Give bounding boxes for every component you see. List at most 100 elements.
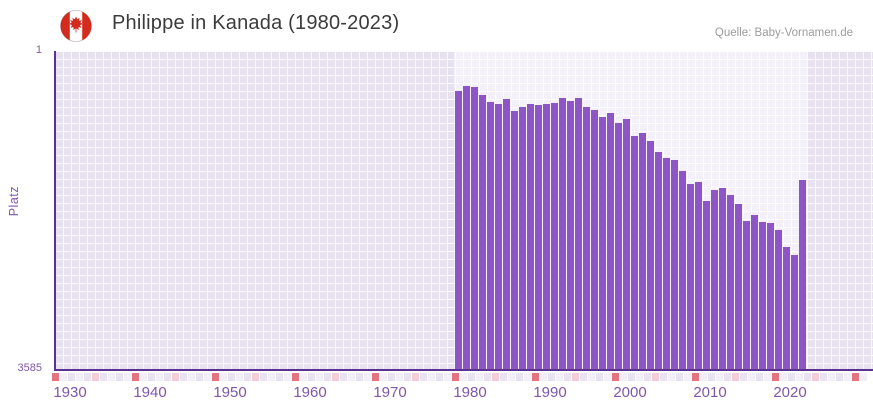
bar-1995[interactable] (575, 98, 582, 370)
year-tick-2027 (828, 373, 835, 381)
bar-1993[interactable] (559, 98, 566, 370)
year-tick-2014 (724, 373, 731, 381)
bar-1980[interactable] (455, 90, 462, 370)
year-tick-1963 (316, 373, 323, 381)
year-tick-2007 (668, 373, 675, 381)
year-tick-1966 (340, 373, 347, 381)
source-label: Quelle: Baby-Vornamen.de (714, 27, 853, 39)
bar-1985[interactable] (495, 104, 502, 370)
bar-2018[interactable] (759, 221, 766, 370)
bar-2019[interactable] (767, 223, 774, 370)
year-tick-2029 (844, 373, 851, 381)
year-tick-2015 (732, 373, 739, 381)
year-tick-1940 (132, 373, 139, 381)
year-tick-1997 (588, 373, 595, 381)
year-tick-1995 (572, 373, 579, 381)
bar-1986[interactable] (503, 98, 510, 370)
year-tick-1954 (244, 373, 251, 381)
bar-2003[interactable] (639, 132, 646, 370)
year-tick-1968 (356, 373, 363, 381)
bar-2023[interactable] (799, 179, 806, 370)
year-tick-1941 (140, 373, 147, 381)
bar-1997[interactable] (591, 110, 598, 370)
bar-1981[interactable] (463, 86, 470, 370)
year-tick-1936 (100, 373, 107, 381)
year-tick-1951 (220, 373, 227, 381)
year-tick-1976 (420, 373, 427, 381)
x-axis-label-2020: 2020 (773, 384, 807, 401)
bar-2022[interactable] (791, 255, 798, 370)
bar-1984[interactable] (487, 101, 494, 370)
year-tick-1952 (228, 373, 235, 381)
year-tick-2010 (692, 373, 699, 381)
bar-1991[interactable] (543, 103, 550, 370)
year-tick-2003 (636, 373, 643, 381)
bar-2000[interactable] (615, 123, 622, 370)
bar-2017[interactable] (751, 215, 758, 370)
year-tick-2006 (660, 373, 667, 381)
bar-1983[interactable] (479, 94, 486, 370)
bar-2016[interactable] (743, 220, 750, 370)
year-tick-2026 (820, 373, 827, 381)
bar-2010[interactable] (695, 182, 702, 370)
bar-2015[interactable] (735, 204, 742, 370)
bar-1994[interactable] (567, 101, 574, 370)
bar-2021[interactable] (783, 246, 790, 370)
x-axis-label-1970: 1970 (373, 384, 407, 401)
year-tick-2024 (804, 373, 811, 381)
bar-1988[interactable] (519, 106, 526, 370)
year-tick-1972 (388, 373, 395, 381)
year-tick-2021 (780, 373, 787, 381)
year-tick-1935 (92, 373, 99, 381)
bar-2020[interactable] (775, 229, 782, 370)
bar-1990[interactable] (535, 105, 542, 370)
bar-2006[interactable] (663, 157, 670, 370)
y-tick-label-top: 1 (35, 44, 42, 56)
bar-2005[interactable] (655, 151, 662, 370)
year-tick-2004 (644, 373, 651, 381)
year-tick-2011 (700, 373, 707, 381)
year-tick-2019 (764, 373, 771, 381)
year-tick-1945 (172, 373, 179, 381)
bar-2009[interactable] (687, 183, 694, 370)
bar-1987[interactable] (511, 110, 518, 370)
bar-1999[interactable] (607, 112, 614, 370)
bar-1998[interactable] (599, 116, 606, 370)
bar-2014[interactable] (727, 195, 734, 370)
year-tick-1998 (596, 373, 603, 381)
x-axis-label-1930: 1930 (53, 384, 87, 401)
bar-2012[interactable] (711, 190, 718, 370)
bar-2013[interactable] (719, 187, 726, 370)
bar-2004[interactable] (647, 140, 654, 370)
bar-2002[interactable] (631, 135, 638, 370)
year-tick-2008 (676, 373, 683, 381)
year-tick-1982 (468, 373, 475, 381)
year-tick-2001 (620, 373, 627, 381)
bar-2007[interactable] (671, 159, 678, 370)
year-tick-1990 (532, 373, 539, 381)
bar-1992[interactable] (551, 102, 558, 370)
year-tick-1947 (188, 373, 195, 381)
year-tick-1984 (484, 373, 491, 381)
y-axis-line (54, 51, 56, 371)
bar-1996[interactable] (583, 106, 590, 370)
x-axis-label-1990: 1990 (533, 384, 567, 401)
bar-1982[interactable] (471, 87, 478, 370)
year-tick-1981 (460, 373, 467, 381)
bar-1989[interactable] (527, 103, 534, 370)
year-tick-1959 (284, 373, 291, 381)
year-tick-2009 (684, 373, 691, 381)
year-tick-1977 (428, 373, 435, 381)
bar-2008[interactable] (679, 170, 686, 370)
year-tick-1991 (540, 373, 547, 381)
year-tick-1980 (452, 373, 459, 381)
bar-2011[interactable] (703, 200, 710, 370)
page-title: Philippe in Kanada (1980-2023) (112, 12, 400, 34)
year-tick-2002 (628, 373, 635, 381)
year-tick-1985 (492, 373, 499, 381)
bar-2001[interactable] (623, 119, 630, 370)
y-tick-label-bottom: 3585 (17, 362, 42, 374)
year-tick-2020 (772, 373, 779, 381)
year-tick-1971 (380, 373, 387, 381)
